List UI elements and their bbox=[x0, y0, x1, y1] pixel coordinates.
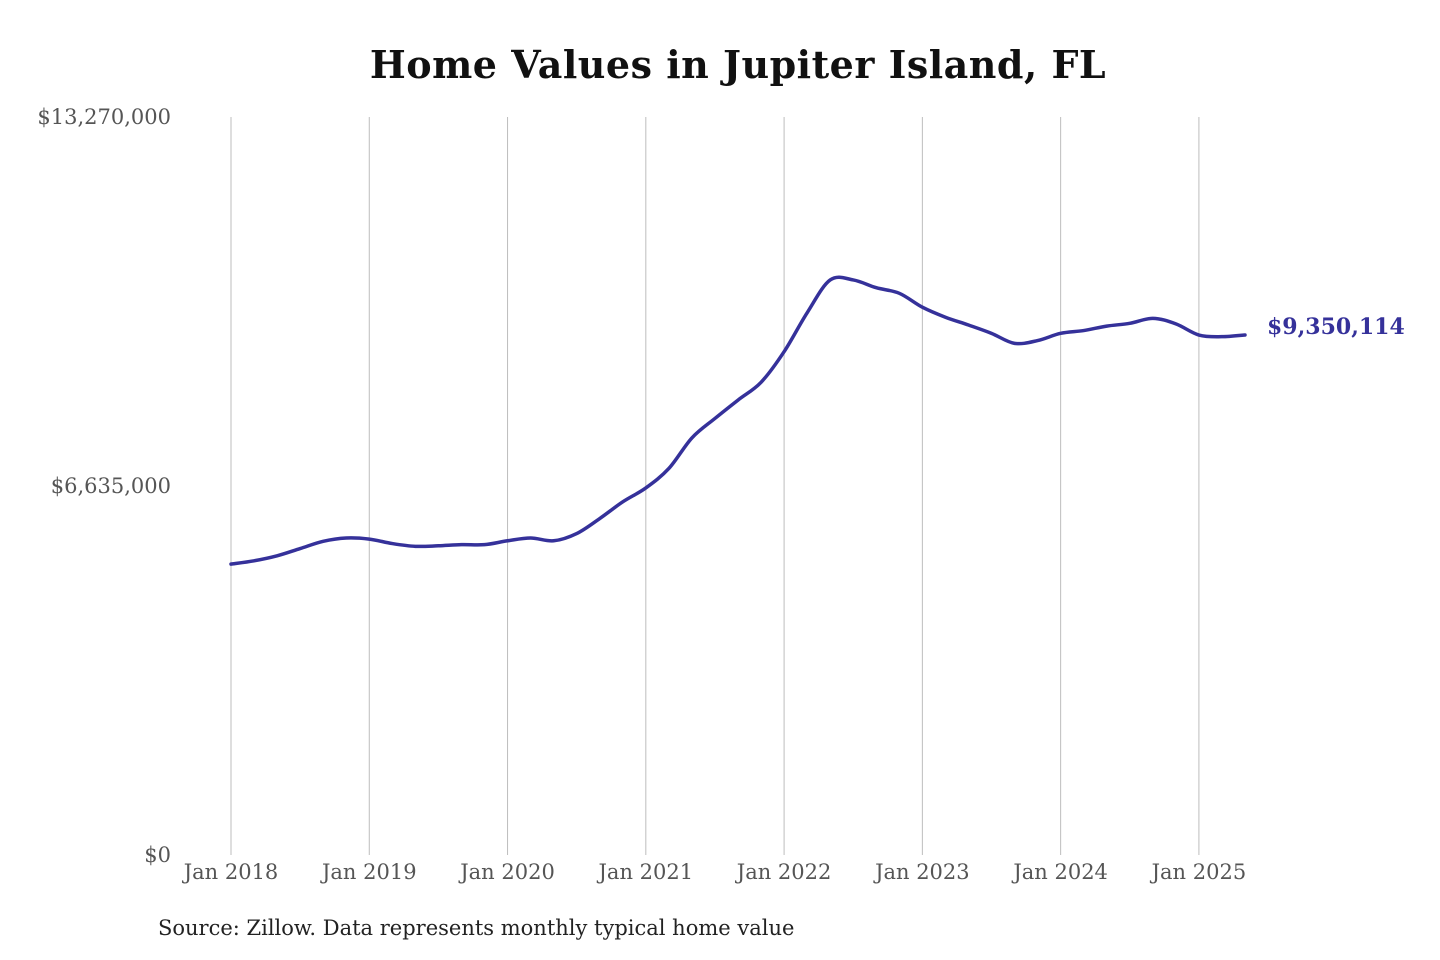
x-tick-label: Jan 2022 bbox=[735, 860, 832, 884]
y-tick-label: $6,635,000 bbox=[51, 474, 171, 498]
last-value-label: $9,350,114 bbox=[1267, 314, 1405, 340]
y-tick-label: $13,270,000 bbox=[37, 105, 171, 129]
y-axis: $0 $6,635,000 $13,270,000 bbox=[37, 105, 171, 867]
x-tick-label: Jan 2024 bbox=[1011, 860, 1108, 884]
series-line bbox=[229, 275, 1247, 566]
source-note: Source: Zillow. Data represents monthly … bbox=[158, 916, 795, 940]
x-tick-label: Jan 2025 bbox=[1150, 860, 1247, 884]
x-tick-label: Jan 2018 bbox=[182, 860, 279, 884]
gridlines bbox=[230, 117, 1200, 855]
series-layer bbox=[229, 275, 1247, 566]
end-label-layer: $9,350,114 bbox=[1267, 314, 1405, 340]
x-tick-label: Jan 2023 bbox=[873, 860, 970, 884]
chart-title: Home Values in Jupiter Island, FL bbox=[369, 42, 1107, 87]
y-tick-label: $0 bbox=[144, 843, 171, 867]
x-tick-label: Jan 2021 bbox=[597, 860, 694, 884]
x-tick-label: Jan 2020 bbox=[458, 860, 555, 884]
x-axis: Jan 2018 Jan 2019 Jan 2020 Jan 2021 Jan 2022… bbox=[182, 860, 1247, 884]
x-tick-label: Jan 2019 bbox=[320, 860, 417, 884]
